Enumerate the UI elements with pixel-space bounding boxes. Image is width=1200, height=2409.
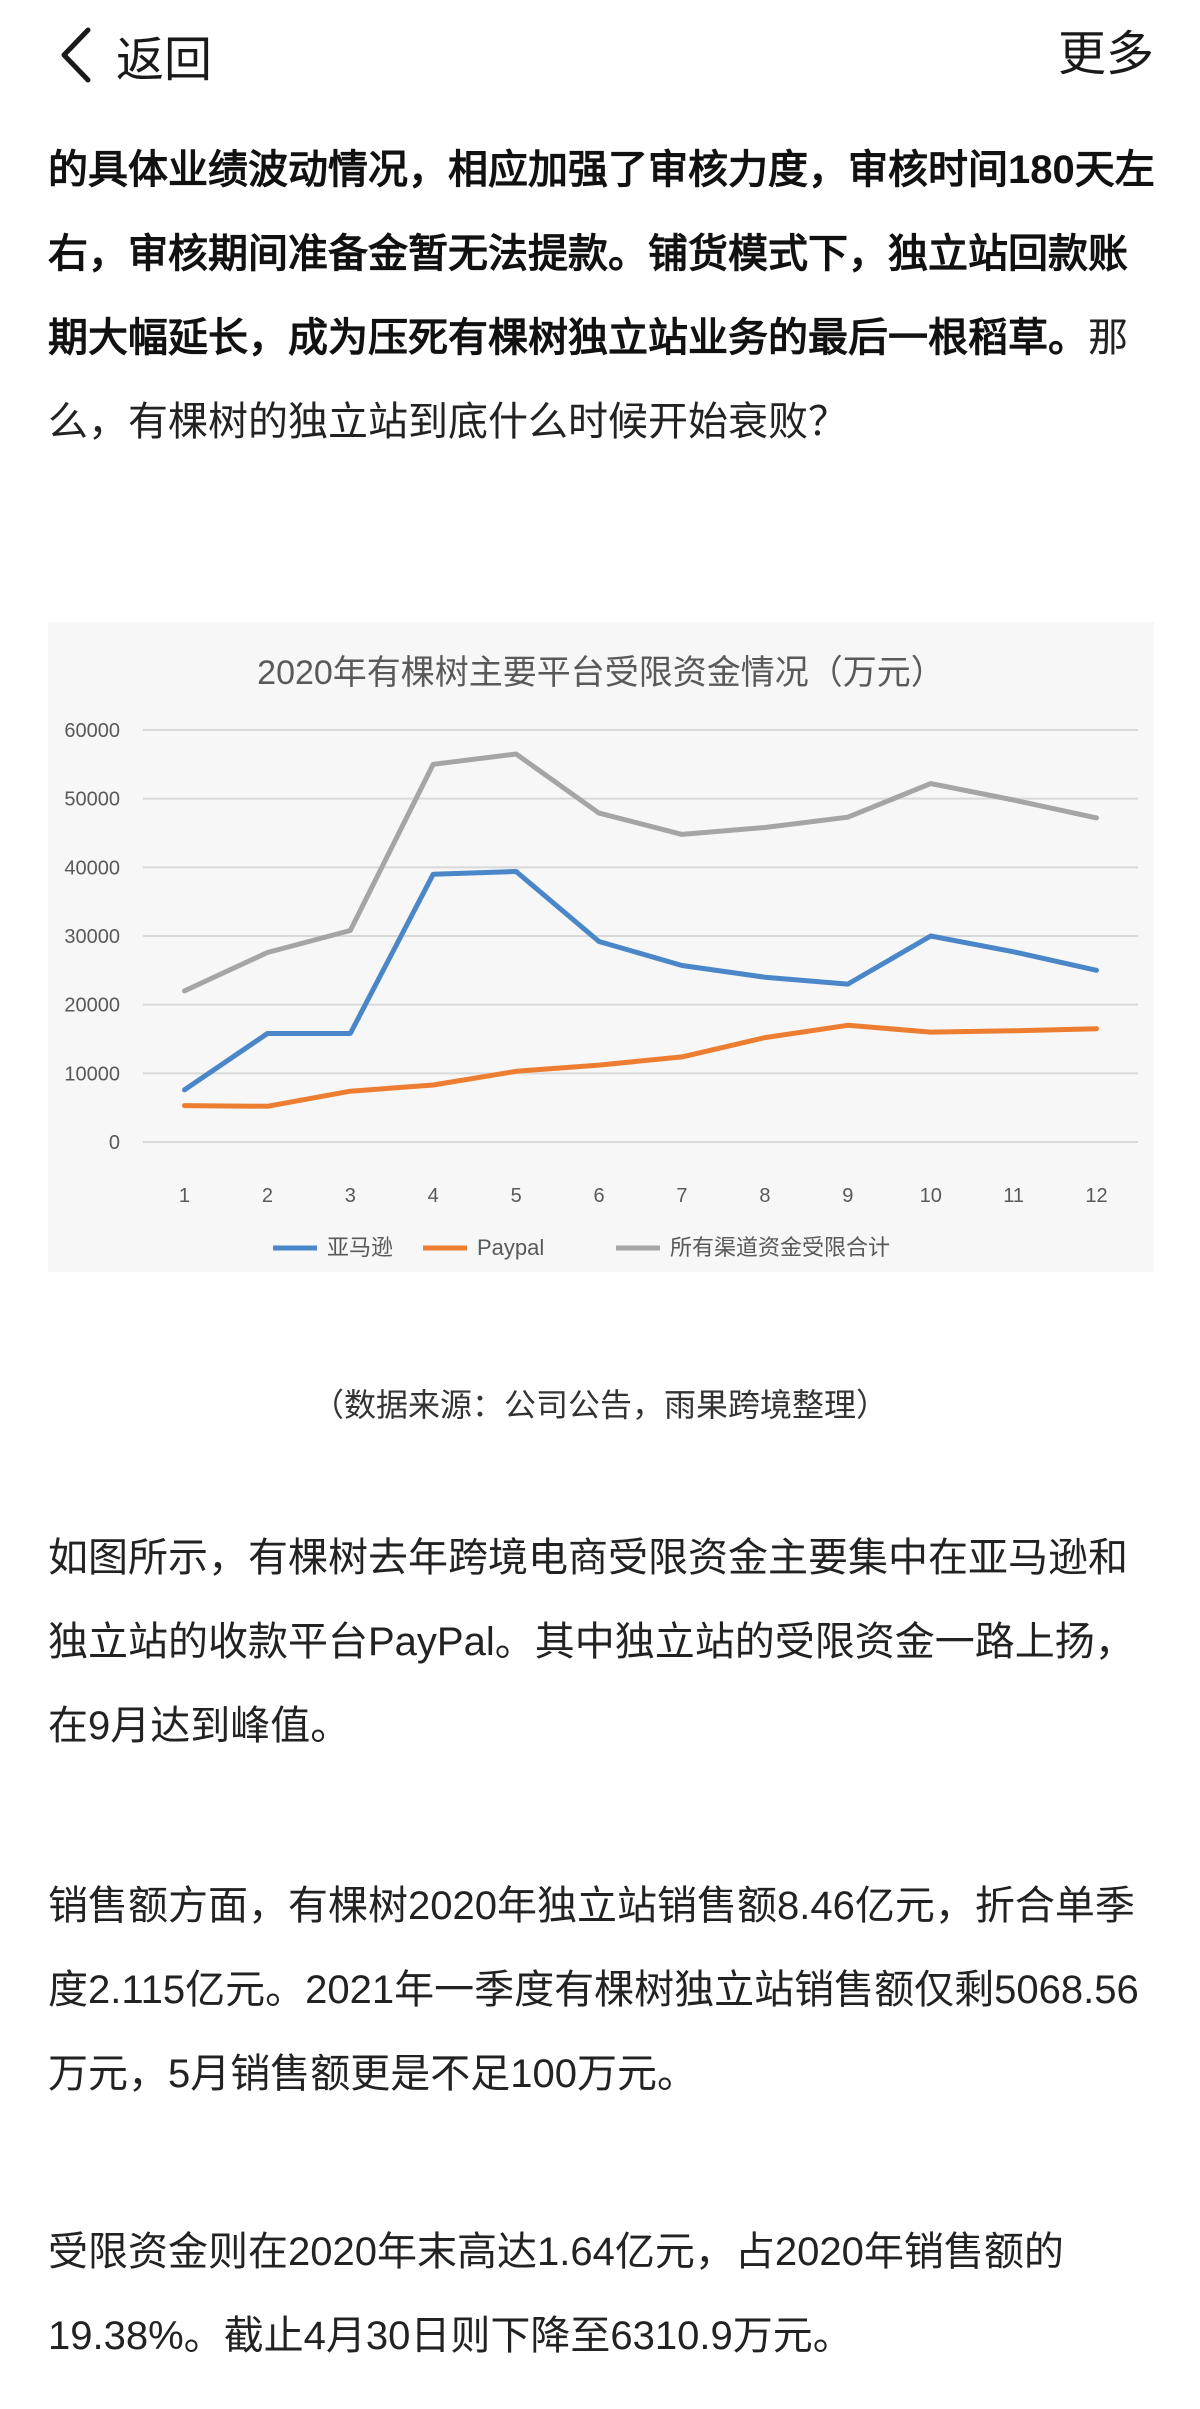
legend-label: 亚马逊 <box>327 1235 393 1260</box>
x-tick-label: 10 <box>920 1185 942 1207</box>
x-tick-label: 9 <box>842 1185 853 1207</box>
x-tick-label: 7 <box>676 1185 687 1207</box>
x-tick-label: 8 <box>759 1185 770 1207</box>
intro-bold-text: 的具体业绩波动情况，相应加强了审核力度，审核时间180天左右，审核期间准备金暂无… <box>48 148 1155 360</box>
top-nav-bar: 返回 更多 <box>0 0 1200 110</box>
x-tick-label: 4 <box>428 1185 439 1207</box>
chart-title: 2020年有棵树主要平台受限资金情况（万元） <box>257 654 945 692</box>
body-paragraph-1: 如图所示，有棵树去年跨境电商受限资金主要集中在亚马逊和独立站的收款平台PayPa… <box>48 1536 1135 1748</box>
body-paragraph-2: 销售额方面，有棵树2020年独立站销售额8.46亿元，折合单季度2.115亿元。… <box>48 1884 1139 2096</box>
x-tick-label: 11 <box>1003 1185 1024 1207</box>
line-chart-svg: 2020年有棵树主要平台受限资金情况（万元） 0 10000 20000 30000 40… <box>64 654 1138 1260</box>
intro-paragraph: 的具体业绩波动情况，相应加强了审核力度，审核时间180天左右，审核期间准备金暂无… <box>48 128 1158 464</box>
legend-label: 所有渠道资金受限合计 <box>670 1235 890 1260</box>
body-paragraph-3: 受限资金则在2020年末高达1.64亿元，占2020年销售额的19.38%。截止… <box>48 2230 1064 2358</box>
y-tick-label: 60000 <box>64 720 120 742</box>
y-tick-label: 10000 <box>64 1063 120 1085</box>
series-line-3 <box>182 751 1099 994</box>
back-label: 返回 <box>116 34 213 87</box>
back-button[interactable]: 返回 <box>58 20 212 90</box>
x-tick-label: 5 <box>511 1185 522 1207</box>
legend-label: Paypal <box>477 1235 544 1260</box>
x-tick-label: 2 <box>262 1185 273 1207</box>
y-tick-label: 20000 <box>64 995 120 1017</box>
intro-normal-text: 那么，有棵树的独立站到底什么时候开始衰败？ <box>48 316 1128 444</box>
y-tick-label: 40000 <box>64 857 120 879</box>
series-line-1 <box>182 869 1099 1093</box>
x-tick-label: 6 <box>593 1185 604 1207</box>
x-tick-label: 3 <box>345 1185 356 1207</box>
x-tick-label: 1 <box>179 1185 190 1207</box>
x-tick-label: 12 <box>1085 1185 1107 1207</box>
y-tick-label: 0 <box>109 1132 120 1154</box>
more-button[interactable]: 更多 <box>1057 28 1154 81</box>
chart-source-caption: （数据来源：公司公告，雨果跨境整理） <box>311 1387 888 1423</box>
series-line-2 <box>182 1022 1099 1109</box>
y-tick-label: 30000 <box>64 926 120 948</box>
restricted-funds-chart: 2020年有棵树主要平台受限资金情况（万元） 0 10000 20000 30000 40… <box>48 622 1154 1272</box>
chevron-left-icon <box>61 27 91 83</box>
y-tick-label: 50000 <box>64 789 120 811</box>
